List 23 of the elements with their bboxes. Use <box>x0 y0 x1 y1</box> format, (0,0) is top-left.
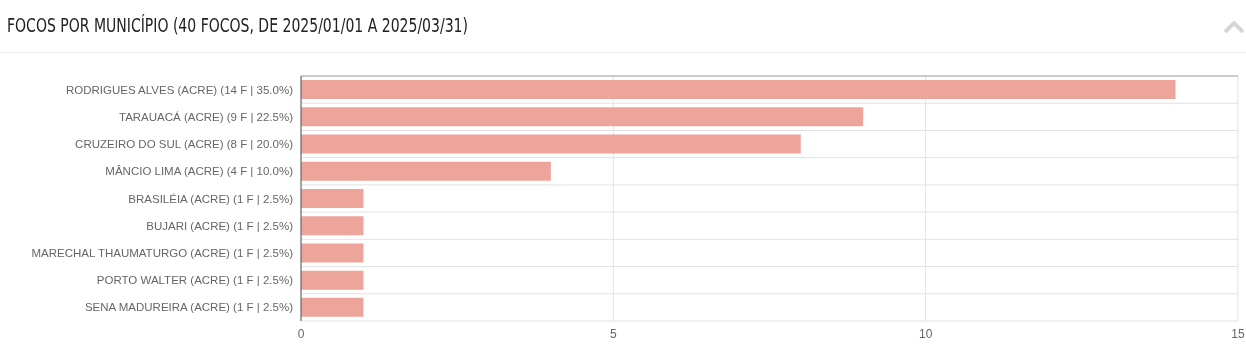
bar <box>301 297 364 317</box>
x-tick-label: 10 <box>918 326 933 341</box>
bar <box>301 134 801 154</box>
x-tick-label: 0 <box>297 326 305 341</box>
y-tick-label: MÂNCIO LIMA (ACRE) (4 F | 10.0%) <box>105 165 294 178</box>
bar <box>301 161 551 181</box>
y-tick-label: PORTO WALTER (ACRE) (1 F | 2.5%) <box>96 274 294 287</box>
chart-title: FOCOS POR MUNICÍPIO (40 FOCOS, DE 2025/01/01 A 2025/03/31) <box>7 14 468 36</box>
y-tick-label: TARAUACÁ (ACRE) (9 F | 22.5%) <box>118 110 294 123</box>
y-tick-label: SENA MADUREIRA (ACRE) (1 F | 2.5%) <box>84 301 294 314</box>
x-tick-label: 5 <box>609 326 617 341</box>
y-tick-label: CRUZEIRO DO SUL (ACRE) (8 F | 20.0%) <box>75 138 294 151</box>
bar <box>301 216 364 236</box>
bar <box>301 270 364 290</box>
bar <box>301 188 364 208</box>
bar <box>301 107 864 127</box>
y-tick-label: RODRIGUES ALVES (ACRE) (14 F | 35.0%) <box>65 83 294 96</box>
y-tick-label: BRASILÉIA (ACRE) (1 F | 2.5%) <box>128 192 294 205</box>
y-tick-label: BUJARI (ACRE) (1 F | 2.5%) <box>146 219 294 232</box>
y-tick-label: MARECHAL THAUMATURGO (ACRE) (1 F | 2.5%) <box>31 247 294 260</box>
bar <box>301 80 1176 100</box>
x-tick-label: 15 <box>1231 326 1245 341</box>
bar <box>301 243 364 263</box>
